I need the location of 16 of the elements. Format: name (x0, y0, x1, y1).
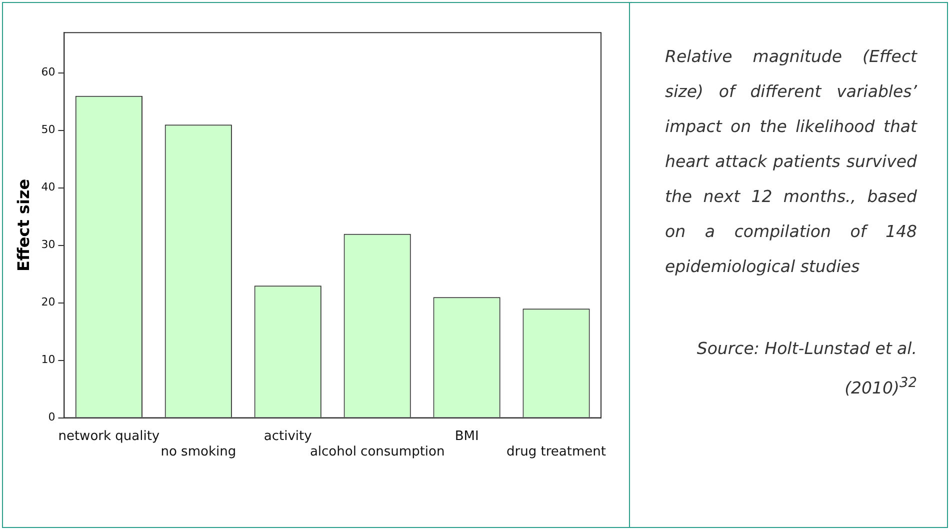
y-tick-label: 50 (41, 123, 56, 136)
x-tick-label: alcohol consumption (310, 444, 445, 460)
y-tick-label: 60 (41, 66, 56, 79)
y-axis-title: Effect size (14, 178, 33, 272)
text: Relative magnitude (Effect size) of different variables’ impact on the likelihood that heart attack patients survived the next 12 months., based on a compilation of 148 epidemiological studies (665, 46, 917, 278)
y-tick-label: 20 (41, 296, 56, 309)
x-tick-label: activity (264, 428, 312, 444)
x-tick-label: BMI (454, 428, 479, 444)
y-tick-label: 40 (41, 180, 56, 194)
text: Source: Holt-Lunstad et al. (2010)$^{32}$ (696, 339, 917, 398)
x-tick-label: no smoking (160, 444, 236, 460)
x-tick-label: network quality (58, 428, 160, 444)
x-tick-label: drug treatment (506, 444, 606, 460)
y-tick-label: 10 (41, 353, 56, 366)
y-tick-label: 30 (41, 238, 56, 252)
y-tick-label: 0 (48, 410, 56, 424)
